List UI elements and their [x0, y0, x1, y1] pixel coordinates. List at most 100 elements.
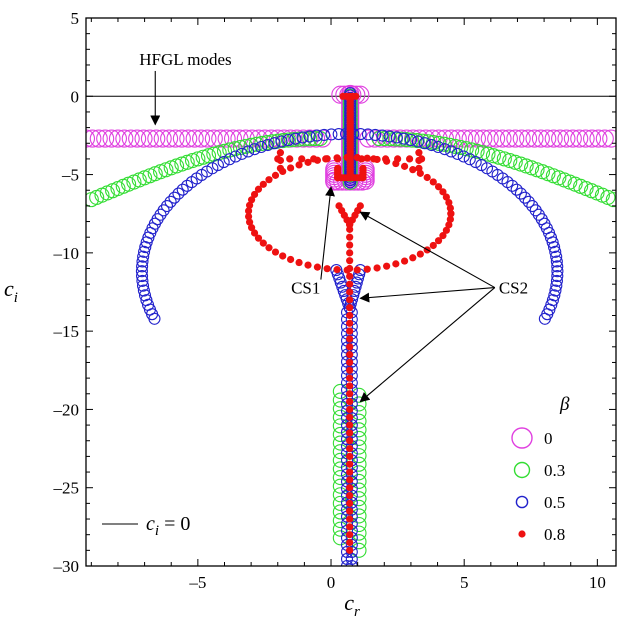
data-point	[551, 129, 570, 148]
data-point	[392, 260, 400, 268]
data-point	[434, 183, 443, 191]
data-point	[323, 265, 331, 273]
data-point	[551, 260, 564, 273]
data-point	[538, 129, 557, 148]
data-point	[295, 258, 303, 267]
data-point	[332, 128, 345, 141]
data-point	[346, 382, 354, 390]
data-point	[268, 137, 281, 150]
data-point	[557, 129, 576, 148]
data-point	[394, 155, 402, 163]
data-point	[496, 151, 512, 167]
data-point	[166, 129, 185, 148]
data-point	[499, 129, 518, 148]
data-point	[356, 174, 364, 182]
data-point	[446, 204, 454, 212]
data-point	[382, 155, 390, 163]
data-point	[346, 311, 354, 320]
data-point	[128, 129, 147, 148]
data-point	[512, 129, 531, 148]
data-point	[176, 183, 189, 196]
data-point	[409, 166, 417, 174]
data-point	[346, 249, 354, 257]
data-point	[550, 255, 563, 268]
data-point	[346, 538, 354, 547]
data-point	[346, 523, 354, 531]
data-point	[247, 224, 256, 232]
data-point	[346, 257, 354, 265]
data-point	[507, 154, 523, 170]
x-axis-label-sub: r	[354, 604, 360, 620]
data-point	[325, 128, 338, 141]
data-point	[480, 146, 496, 162]
y-tick-label: 5	[71, 9, 80, 28]
data-point	[546, 236, 559, 249]
data-point	[346, 405, 354, 414]
data-point	[254, 185, 263, 193]
data-point	[415, 156, 423, 165]
data-point	[423, 173, 431, 182]
data-point	[333, 266, 341, 274]
data-point	[291, 131, 307, 147]
data-point	[411, 135, 424, 148]
data-point	[346, 233, 354, 241]
data-point	[418, 137, 431, 150]
data-point	[383, 130, 396, 143]
zero-line-legend: ci = 0	[102, 513, 190, 539]
data-point	[544, 129, 563, 148]
data-point	[86, 129, 102, 148]
data-point	[245, 201, 254, 209]
data-point	[332, 452, 348, 468]
series-beta-0.8	[244, 92, 455, 554]
data-point	[271, 248, 280, 256]
data-point	[108, 129, 128, 148]
data-point	[519, 129, 538, 148]
data-point	[352, 92, 360, 100]
data-point	[345, 545, 358, 558]
data-point	[346, 155, 354, 163]
data-point	[265, 244, 273, 252]
data-point	[463, 153, 476, 166]
data-point	[550, 274, 563, 287]
data-point	[135, 270, 149, 283]
data-point	[525, 129, 544, 148]
data-point	[415, 164, 423, 172]
data-point	[136, 274, 149, 287]
data-point	[346, 272, 354, 280]
data-point	[286, 164, 295, 172]
data-point	[400, 257, 409, 265]
data-point	[134, 129, 153, 148]
data-point	[346, 413, 354, 421]
data-point	[172, 129, 191, 148]
data-point	[318, 128, 331, 141]
data-point	[345, 552, 358, 566]
data-point	[469, 143, 485, 159]
data-point	[461, 129, 480, 148]
data-point	[217, 129, 236, 148]
data-point	[140, 129, 159, 148]
data-point	[346, 221, 354, 229]
data-point	[136, 279, 150, 292]
legend-label: 0.3	[544, 461, 565, 480]
data-point	[304, 158, 312, 166]
data-point	[359, 164, 367, 172]
legend-marker	[518, 530, 526, 538]
data-point	[137, 250, 150, 263]
data-point	[550, 250, 563, 263]
annotation-cs2: CS2	[499, 279, 528, 298]
data-point	[346, 358, 354, 367]
data-point	[404, 133, 418, 147]
data-point	[522, 195, 535, 208]
data-point	[502, 153, 518, 169]
data-point	[467, 129, 487, 148]
data-point	[363, 154, 371, 162]
data-point	[286, 155, 294, 163]
data-point	[506, 129, 525, 148]
data-point	[469, 156, 482, 169]
data-point	[416, 250, 424, 258]
data-point	[198, 129, 217, 148]
y-tick-label: –25	[53, 479, 80, 498]
data-point	[89, 129, 108, 148]
data-point	[447, 210, 455, 218]
y-axis-label-main: c	[4, 276, 14, 301]
